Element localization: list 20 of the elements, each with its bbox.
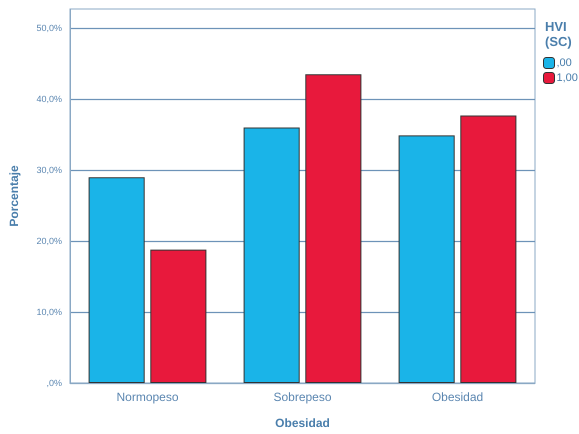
bar — [460, 115, 516, 383]
legend-label: ,00 — [556, 57, 572, 69]
x-tick-label: Obesidad — [432, 390, 484, 404]
y-axis-title: Porcentaje — [7, 164, 21, 227]
legend-title: HVI (SC) — [545, 19, 572, 49]
x-axis-title: Obesidad — [275, 416, 330, 430]
bar — [398, 135, 455, 383]
legend-label: 1,00 — [556, 72, 578, 84]
y-tick-label: ,0% — [46, 378, 62, 388]
y-tick-label: 10,0% — [36, 307, 62, 318]
y-tick-label: 30,0% — [36, 165, 62, 176]
x-tick-label: Sobrepeso — [273, 390, 332, 404]
y-tick-label: 50,0% — [36, 23, 62, 34]
x-tick-label: Normopeso — [116, 390, 179, 404]
bar — [244, 128, 300, 383]
bar — [305, 74, 362, 383]
y-tick-label: 40,0% — [36, 94, 62, 104]
bar — [150, 250, 206, 383]
bar — [88, 177, 145, 383]
y-tick-label: 20,0% — [36, 236, 62, 246]
